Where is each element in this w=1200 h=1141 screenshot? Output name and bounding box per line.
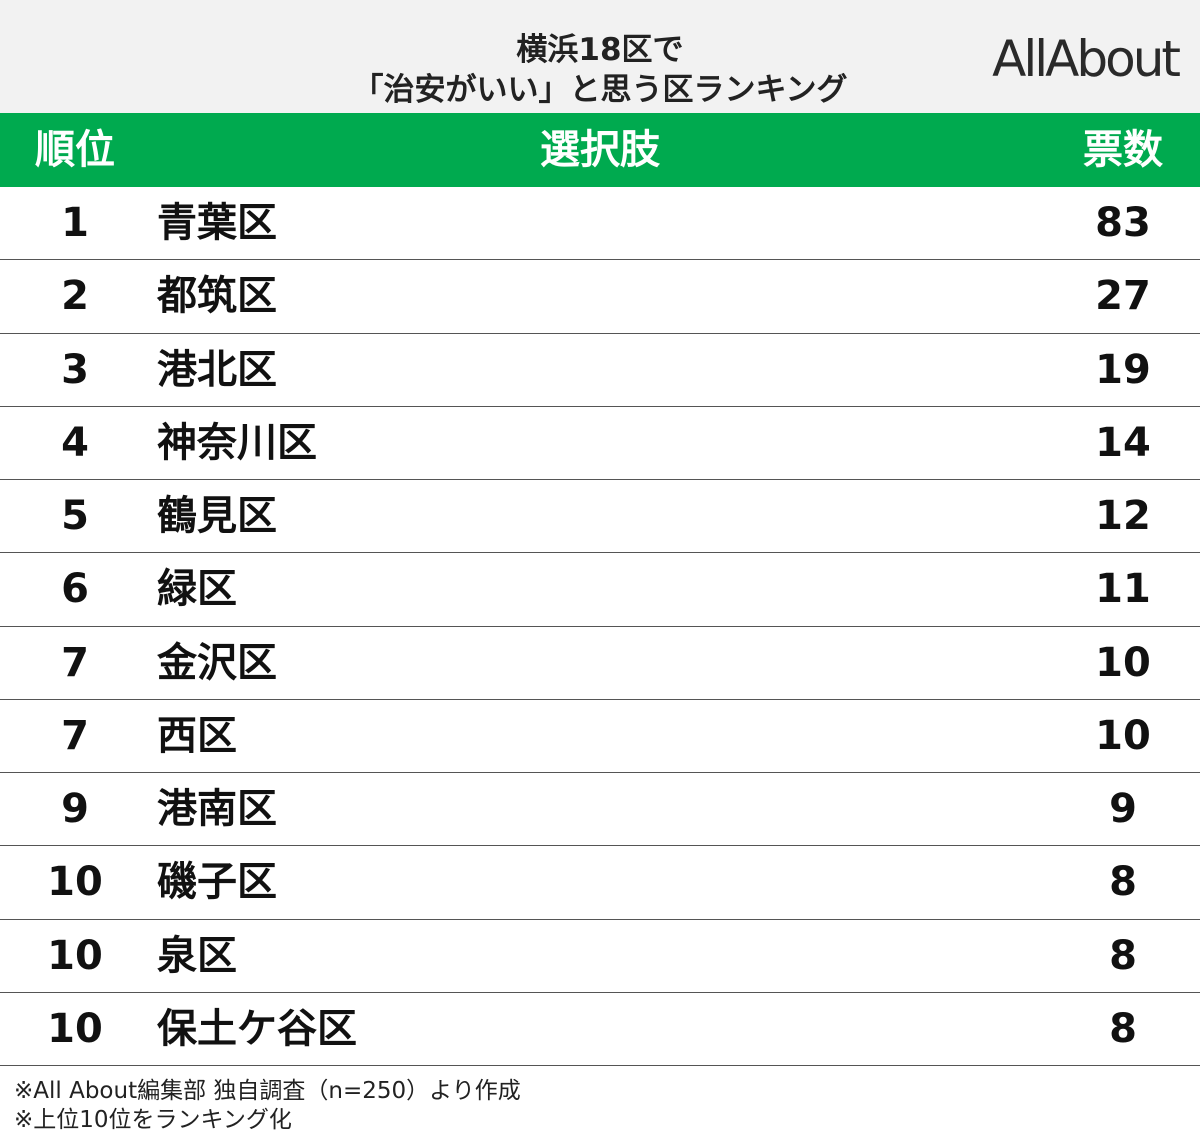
votes: 19 [1095, 346, 1151, 393]
title-line: 横浜18区で [516, 32, 684, 68]
district: 保土ケ谷区 [157, 1005, 357, 1052]
rank: 1 [61, 200, 89, 246]
table-row: 10 磯子区 8 [0, 846, 1200, 920]
column-header: 選択肢 [540, 127, 660, 173]
rank: 4 [61, 419, 89, 466]
district: 神奈川区 [157, 419, 317, 466]
table-row: 3 港北区 19 [0, 334, 1200, 407]
footnote: ※上位10位をランキング化 [14, 1107, 292, 1133]
district: 金沢区 [157, 639, 277, 686]
votes: 10 [1095, 639, 1151, 686]
district: 西区 [157, 712, 237, 759]
district: 磯子区 [157, 859, 277, 906]
table-row: 10 保土ケ谷区 8 [0, 993, 1200, 1066]
table-row: 4 神奈川区 14 [0, 407, 1200, 480]
table-row: 2 都筑区 27 [0, 260, 1200, 334]
votes: 12 [1095, 493, 1151, 539]
table-row: 9 港南区 9 [0, 773, 1200, 847]
rank: 9 [61, 786, 89, 832]
rank: 3 [61, 346, 89, 393]
logo: AllAbout [992, 30, 1181, 88]
table-header: 順位 選択肢 票数 [0, 113, 1200, 187]
rank: 2 [61, 273, 89, 320]
column-header: 票数 [1083, 127, 1163, 173]
district: 青葉区 [157, 200, 277, 246]
rank: 10 [47, 932, 103, 979]
votes: 9 [1109, 786, 1137, 832]
district: 泉区 [157, 932, 237, 979]
table-row: 6 緑区 11 [0, 553, 1200, 627]
district: 鶴見区 [157, 493, 277, 539]
footnote: ※All About編集部 独自調査（n=250）より作成 [14, 1078, 521, 1104]
table-row: 7 金沢区 10 [0, 627, 1200, 700]
table-row: 10 泉区 8 [0, 920, 1200, 993]
votes: 14 [1095, 419, 1151, 466]
votes: 11 [1095, 566, 1151, 613]
rank: 6 [61, 566, 89, 613]
title-line: 「治安がいい」と思う区ランキング [352, 72, 848, 108]
district: 港北区 [157, 346, 277, 393]
district: 都筑区 [157, 273, 277, 320]
votes: 10 [1095, 712, 1151, 759]
table-row: 1 青葉区 83 [0, 187, 1200, 261]
votes: 8 [1109, 932, 1137, 979]
votes: 8 [1109, 859, 1137, 906]
district: 緑区 [157, 566, 237, 613]
column-header: 順位 [35, 127, 115, 173]
district: 港南区 [157, 786, 277, 832]
rank: 10 [47, 859, 103, 906]
header: 横浜18区で 「治安がいい」と思う区ランキング AllAbout [0, 0, 1200, 113]
votes: 83 [1095, 200, 1151, 246]
rank: 7 [61, 639, 89, 686]
table-row: 5 鶴見区 12 [0, 480, 1200, 554]
votes: 27 [1095, 273, 1151, 320]
rank: 5 [61, 493, 89, 539]
rank: 7 [61, 712, 89, 759]
votes: 8 [1109, 1005, 1137, 1052]
rank: 10 [47, 1005, 103, 1052]
table-row: 7 西区 10 [0, 700, 1200, 773]
